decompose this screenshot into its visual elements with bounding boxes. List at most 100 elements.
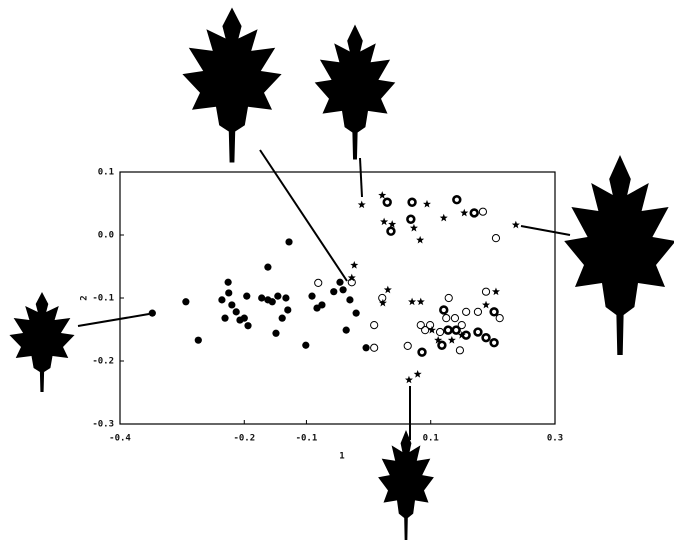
open-point	[371, 321, 378, 328]
filled-point	[221, 315, 228, 322]
x-tick-label: -0.2	[233, 434, 255, 444]
filled-point	[272, 330, 279, 337]
filled-point	[264, 264, 271, 271]
filled-point	[225, 289, 232, 296]
filled-point	[243, 293, 250, 300]
filled-point	[233, 308, 240, 315]
chart: 1 2 0.10.0-0.1-0.2-0.3-0.4-0.2-0.10.10.3	[0, 0, 674, 540]
leaf-icon	[315, 24, 396, 159]
leaf-icon	[564, 155, 674, 355]
filled-point	[346, 296, 353, 303]
open-point	[443, 315, 450, 322]
bold-circle-point	[445, 327, 452, 334]
open-point	[315, 279, 322, 286]
bold-circle-point	[491, 308, 498, 315]
y-tick-label: -0.2	[92, 357, 114, 367]
bold-circle-point	[453, 327, 460, 334]
filled-point	[336, 279, 343, 286]
bold-circle-point	[439, 342, 446, 349]
star-point	[380, 218, 388, 226]
open-point	[426, 321, 433, 328]
filled-point	[318, 301, 325, 308]
star-point	[423, 200, 431, 208]
star-point	[428, 326, 436, 334]
filled-point	[225, 279, 232, 286]
bold-circle-point	[440, 307, 447, 314]
open-point	[436, 328, 443, 335]
filled-point	[302, 342, 309, 349]
star-point	[492, 288, 500, 296]
filled-point	[330, 288, 337, 295]
open-point	[371, 344, 378, 351]
bold-circle-point	[419, 349, 426, 356]
x-tick-label: -0.1	[296, 434, 318, 444]
open-point	[463, 308, 470, 315]
star-point	[388, 220, 396, 228]
star-point	[440, 214, 448, 222]
bold-circle-point	[471, 210, 478, 217]
filled-point	[258, 294, 265, 301]
filled-point	[195, 337, 202, 344]
connector-line	[78, 314, 149, 326]
leaf-icon	[378, 430, 434, 540]
open-point	[456, 347, 463, 354]
bold-circle-point	[491, 339, 498, 346]
filled-point	[269, 298, 276, 305]
plot-frame	[120, 172, 555, 424]
x-tick-label: -0.4	[109, 434, 131, 444]
star-point	[448, 336, 456, 344]
filled-point	[182, 298, 189, 305]
connector-line	[360, 158, 362, 197]
star-point	[350, 261, 358, 269]
star-point	[384, 286, 392, 294]
y-tick-label: -0.3	[92, 420, 114, 430]
filled-point	[362, 344, 369, 351]
bold-circle-point	[409, 199, 416, 206]
open-point	[445, 294, 452, 301]
open-point	[496, 315, 503, 322]
bold-circle-point	[483, 334, 490, 341]
open-point	[451, 315, 458, 322]
filled-point	[244, 322, 251, 329]
bold-circle-point	[407, 216, 414, 223]
filled-point	[279, 315, 286, 322]
star-point	[482, 301, 490, 309]
filled-point	[218, 296, 225, 303]
bold-circle-point	[453, 196, 460, 203]
filled-point	[353, 310, 360, 317]
x-tick-label: 0.3	[547, 434, 563, 444]
star-point	[512, 221, 520, 229]
y-tick-label: 0.0	[98, 231, 114, 241]
connectors	[78, 150, 570, 440]
open-point	[479, 208, 486, 215]
star-point	[410, 224, 418, 232]
filled-point	[274, 293, 281, 300]
star-point	[414, 370, 422, 378]
filled-point	[228, 301, 235, 308]
leaf-icon	[182, 8, 281, 163]
star-point	[417, 298, 425, 306]
x-tick-label: 0.1	[423, 434, 439, 444]
open-point	[474, 308, 481, 315]
leaf-icon	[9, 292, 74, 392]
filled-point	[282, 294, 289, 301]
open-point	[404, 342, 411, 349]
open-point	[482, 288, 489, 295]
filled-point	[339, 286, 346, 293]
bold-circle-point	[388, 228, 395, 235]
star-point	[408, 298, 416, 306]
y-tick-label: 0.1	[98, 168, 114, 178]
bold-circle-point	[384, 199, 391, 206]
star-point	[460, 209, 468, 217]
connector-line	[521, 226, 570, 235]
y-axis-label: 2	[80, 295, 90, 300]
x-axis-label: 1	[339, 452, 344, 462]
star-point	[358, 201, 366, 209]
connector-line	[260, 150, 347, 281]
filled-point	[343, 327, 350, 334]
filled-point	[149, 310, 156, 317]
open-point	[348, 279, 355, 286]
star-point	[416, 236, 424, 244]
star-point	[405, 376, 413, 384]
bold-circle-point	[475, 329, 482, 336]
